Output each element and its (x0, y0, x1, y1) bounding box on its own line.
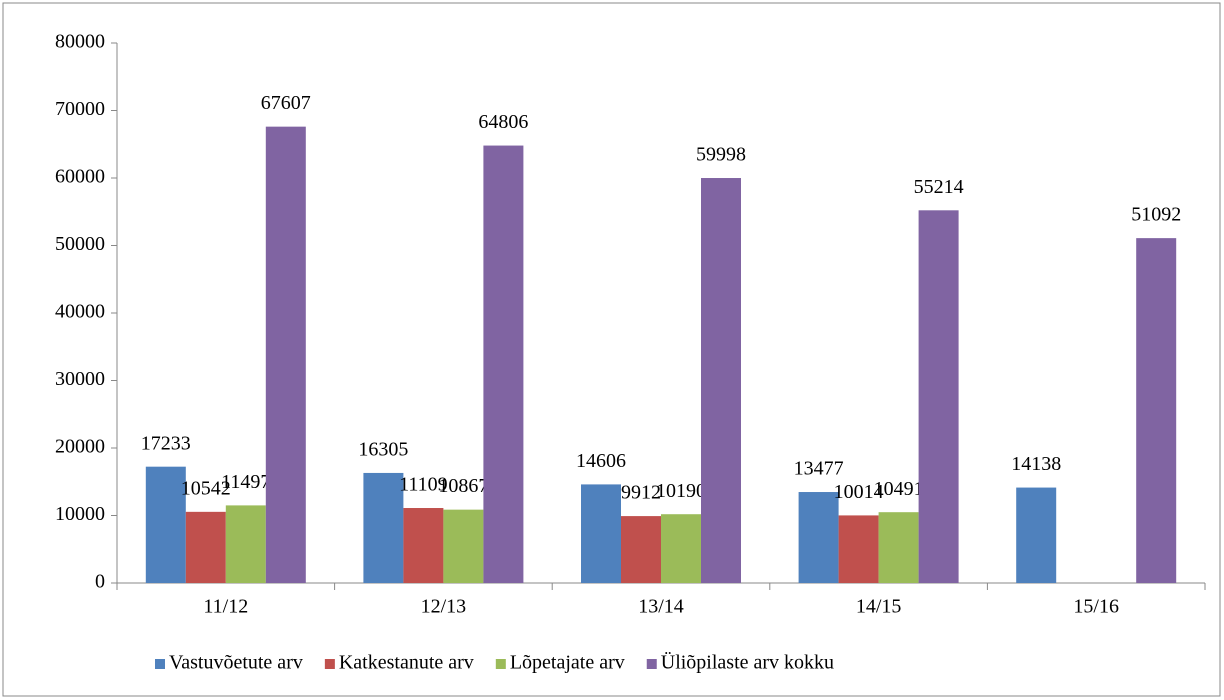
data-label: 67607 (261, 92, 311, 114)
bar (661, 514, 701, 583)
bar (581, 484, 621, 583)
legend-label: Lõpetajate arv (510, 652, 625, 674)
data-label: 17233 (141, 432, 191, 454)
data-label: 14606 (576, 450, 626, 472)
data-label: 64806 (478, 111, 528, 133)
bar (918, 210, 959, 584)
data-label: 10542 (181, 477, 231, 499)
data-label: 9912 (621, 482, 661, 504)
bar (1016, 487, 1057, 583)
y-tick-label: 70000 (55, 98, 105, 120)
bar (798, 492, 839, 583)
bar (1136, 238, 1177, 583)
legend-swatch (324, 659, 335, 669)
data-label: 10491 (874, 478, 924, 500)
y-tick-label: 30000 (55, 368, 105, 390)
bar (621, 516, 661, 583)
y-tick-label: 10000 (55, 503, 105, 525)
legend-swatch (495, 659, 506, 669)
data-label: 13477 (794, 458, 844, 480)
bar (443, 509, 484, 583)
data-label: 10014 (834, 481, 884, 503)
legend-label: Üliõpilaste arv kokku (661, 651, 834, 674)
data-label: 11497 (221, 471, 270, 493)
data-label: 55214 (914, 176, 964, 198)
y-tick-label: 60000 (55, 166, 105, 188)
y-tick-label: 40000 (55, 301, 105, 323)
data-label: 14138 (1011, 453, 1061, 475)
data-label: 11109 (399, 474, 448, 496)
bar (265, 126, 306, 584)
bar (878, 512, 919, 583)
x-tick-label: 11/12 (203, 596, 248, 618)
data-label: 16305 (358, 439, 408, 461)
data-label: 51092 (1131, 204, 1181, 226)
legend-label: Vastuvõetute arv (169, 652, 303, 674)
legend-swatch (646, 659, 657, 669)
data-label: 59998 (696, 144, 746, 166)
x-tick-label: 13/14 (638, 596, 684, 618)
bar (145, 466, 186, 583)
data-label: 10867 (438, 475, 488, 497)
y-tick-label: 20000 (55, 436, 105, 458)
x-tick-label: 14/15 (856, 596, 902, 618)
y-tick-label: 50000 (55, 233, 105, 255)
x-tick-label: 15/16 (1073, 596, 1119, 618)
legend-label: Katkestanute arv (339, 652, 474, 674)
bar (363, 472, 404, 583)
bar (225, 505, 266, 583)
bar (185, 511, 226, 583)
x-tick-label: 12/13 (421, 596, 467, 618)
y-tick-label: 80000 (55, 31, 105, 53)
data-label: 10190 (656, 480, 706, 502)
bar (701, 178, 741, 584)
bar (838, 515, 879, 583)
y-tick-label: 0 (95, 571, 105, 593)
legend-swatch (155, 659, 165, 669)
bar (403, 508, 444, 583)
bar (483, 145, 524, 583)
